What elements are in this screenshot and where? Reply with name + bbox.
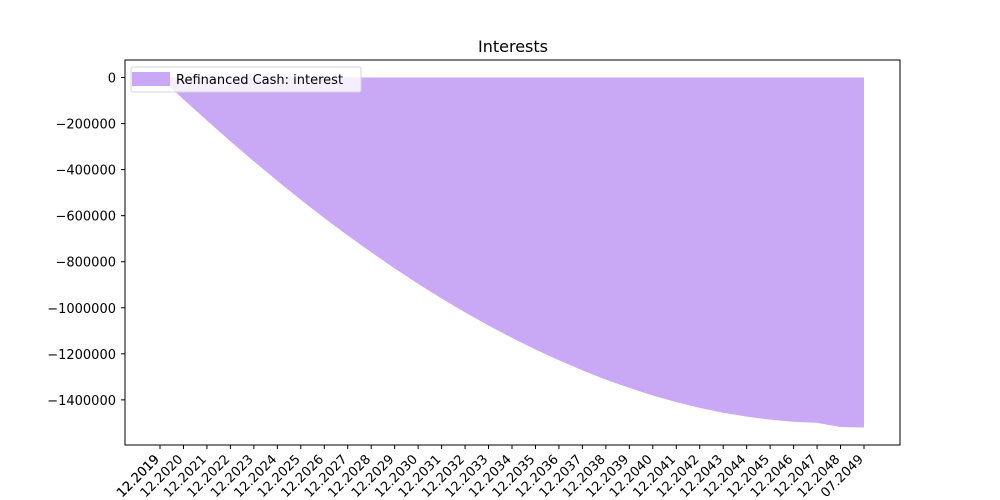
y-tick-label: 0	[108, 72, 116, 87]
y-tick-label: −400000	[55, 164, 116, 179]
y-tick-label: −600000	[55, 210, 116, 225]
chart-title: Interests	[478, 37, 548, 56]
y-axis: 0 −200000 −400000 −600000 −800000 −1000000 −12…	[47, 72, 125, 409]
legend-swatch	[132, 72, 170, 86]
legend: Refinanced Cash: interest	[130, 66, 362, 93]
series-area-refinanced-cash-interest	[160, 77, 864, 428]
x-axis: 12.201912.201912.202012.202112.202212.20…	[114, 445, 867, 500]
y-tick-label: −200000	[55, 118, 116, 133]
area-layer	[160, 77, 864, 428]
y-tick-label: −1200000	[47, 348, 116, 363]
y-tick-label: −1000000	[47, 302, 116, 317]
legend-box	[130, 66, 362, 93]
y-tick-label: −800000	[55, 256, 116, 271]
y-tick-label: −1400000	[47, 394, 116, 409]
legend-label: Refinanced Cash: interest	[176, 73, 343, 88]
